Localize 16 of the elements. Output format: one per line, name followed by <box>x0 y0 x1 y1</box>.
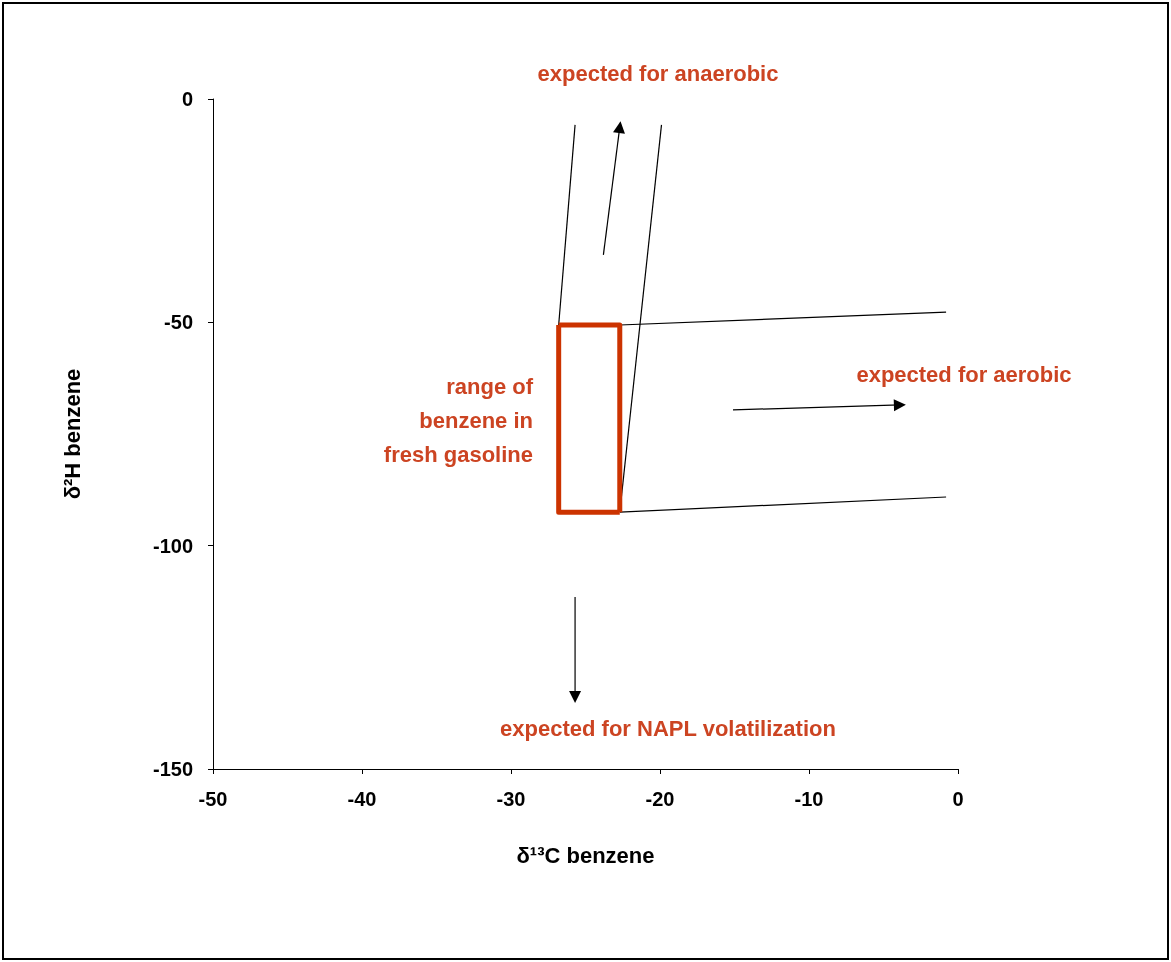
y-tick-label: 0 <box>181 88 193 110</box>
x-tick-label: -20 <box>645 788 675 810</box>
annotation: range of benzene in fresh gasoline <box>383 373 534 467</box>
x-tick-label: -10 <box>794 788 824 810</box>
x-tick-label: -50 <box>198 788 228 810</box>
y-axis-title: δ²H benzene <box>59 368 85 500</box>
y-tick-label: -150 <box>152 758 193 780</box>
y-tick-label: -50 <box>164 311 193 334</box>
text: expected for anaerobic <box>537 60 779 86</box>
x-tick-label: -40 <box>347 788 377 810</box>
x-tick-label: -30 <box>496 788 526 810</box>
x-axis-title: δ¹³C benzene <box>516 842 655 868</box>
annotation: expected for NAPL volatilization <box>500 715 836 741</box>
x-tick-label: 0 <box>952 788 964 810</box>
annotation: expected for aerobic <box>856 361 1072 387</box>
y-tick-label: -100 <box>152 534 193 557</box>
